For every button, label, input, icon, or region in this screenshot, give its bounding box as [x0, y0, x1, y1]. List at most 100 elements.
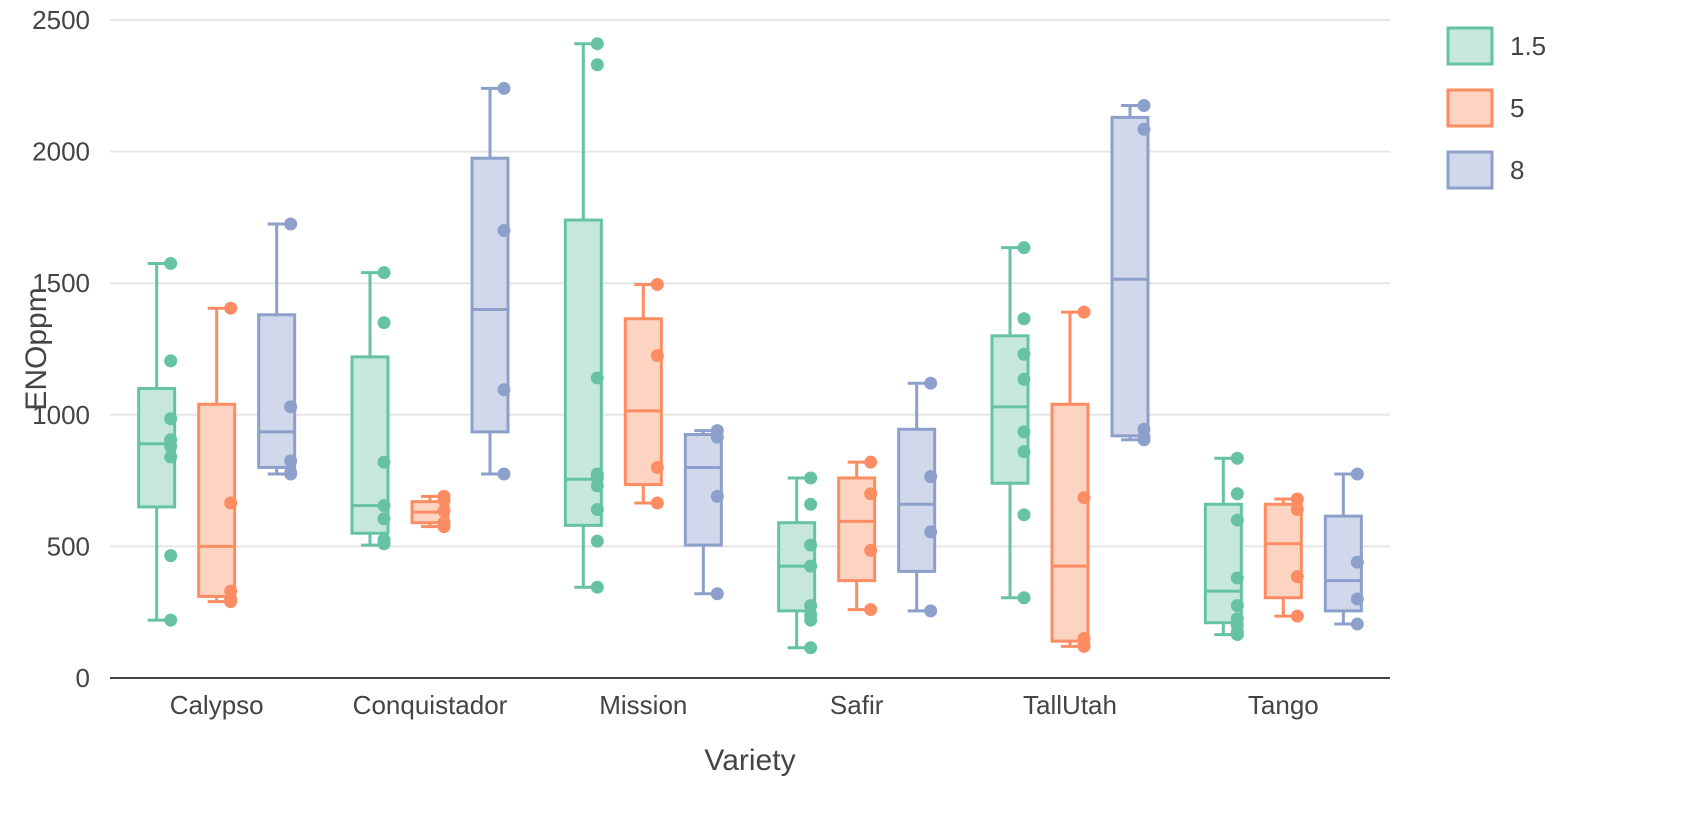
- grid-lines: [110, 19, 1390, 548]
- box-iqr: [897, 427, 937, 573]
- data-point: [1137, 433, 1151, 447]
- box-Tango-1.5: [1203, 451, 1244, 642]
- data-point: [1230, 513, 1244, 527]
- data-point: [284, 217, 298, 231]
- legend-label: 1.5: [1510, 31, 1546, 61]
- data-point: [804, 538, 818, 552]
- data-point: [1077, 639, 1091, 653]
- box-iqr: [1110, 115, 1150, 438]
- y-tick-label: 1000: [32, 400, 90, 430]
- legend-label: 8: [1510, 155, 1524, 185]
- data-point: [377, 455, 391, 469]
- data-point: [1350, 467, 1364, 481]
- data-point: [1350, 617, 1364, 631]
- data-point: [284, 467, 298, 481]
- legend[interactable]: 1.5 5 8: [1446, 26, 1546, 190]
- data-point: [804, 559, 818, 573]
- data-point: [710, 587, 724, 601]
- y-tick-label: 2000: [32, 137, 90, 167]
- data-point: [710, 489, 724, 503]
- data-point: [650, 460, 664, 474]
- box-iqr: [623, 317, 663, 487]
- box-TallUtah-5: [1050, 305, 1091, 653]
- box-Safir-8: [897, 376, 938, 618]
- data-point: [1017, 591, 1031, 605]
- box-Safir-1.5: [777, 471, 818, 655]
- data-point: [224, 301, 238, 315]
- y-axis-title: ENOppm: [20, 287, 53, 410]
- x-tick-label: Tango: [1248, 690, 1319, 720]
- data-point: [1230, 628, 1244, 642]
- x-tick-label: Conquistador: [353, 690, 508, 720]
- y-tick-label: 0: [76, 663, 90, 693]
- box-iqr: [257, 313, 297, 469]
- data-point: [590, 37, 604, 51]
- data-point: [1230, 599, 1244, 613]
- data-point: [497, 467, 511, 481]
- data-point: [864, 487, 878, 501]
- x-tick-label: Mission: [599, 690, 687, 720]
- box-Safir-5: [837, 455, 878, 617]
- x-axis-ticks: Calypso Conquistador Mission Safir TallUtah T…: [170, 690, 1319, 720]
- data-point: [590, 534, 604, 548]
- data-point: [1017, 445, 1031, 459]
- box-Calypso-8: [257, 217, 298, 481]
- legend-swatch: [1446, 150, 1494, 190]
- data-point: [1017, 508, 1031, 522]
- data-point: [1137, 122, 1151, 136]
- legend-swatch: [1446, 88, 1494, 128]
- data-point: [1230, 571, 1244, 585]
- x-axis-title: Variety: [704, 744, 795, 777]
- data-point: [1017, 425, 1031, 439]
- data-point: [590, 580, 604, 594]
- data-point: [437, 493, 451, 507]
- data-point: [164, 354, 178, 368]
- data-point: [1350, 555, 1364, 569]
- box-iqr: [1263, 502, 1303, 600]
- box-Conquistador-8: [470, 81, 511, 481]
- data-point: [1230, 487, 1244, 501]
- data-point: [864, 543, 878, 557]
- data-point: [1350, 592, 1364, 606]
- data-point: [804, 497, 818, 511]
- data-point: [804, 613, 818, 627]
- data-point: [1017, 312, 1031, 326]
- legend-item-1.5[interactable]: 1.5: [1446, 26, 1546, 66]
- data-point: [804, 599, 818, 613]
- legend-item-5[interactable]: 5: [1446, 88, 1524, 128]
- y-tick-label: 1500: [32, 268, 90, 298]
- data-point: [377, 499, 391, 513]
- x-tick-label: Calypso: [170, 690, 264, 720]
- boxes: [137, 37, 1364, 655]
- data-point: [1230, 451, 1244, 465]
- data-point: [804, 641, 818, 655]
- box-Calypso-1.5: [137, 256, 178, 627]
- box-TallUtah-1.5: [990, 241, 1031, 605]
- data-point: [924, 525, 938, 539]
- data-point: [924, 604, 938, 618]
- data-point: [497, 383, 511, 397]
- data-point: [650, 496, 664, 510]
- data-point: [710, 430, 724, 444]
- data-point: [164, 549, 178, 563]
- box-Mission-8: [683, 424, 724, 601]
- box-TallUtah-8: [1110, 99, 1151, 447]
- data-point: [437, 504, 451, 518]
- box-Mission-1.5: [563, 37, 604, 594]
- legend-swatch: [1446, 26, 1494, 66]
- data-point: [1137, 99, 1151, 113]
- data-point: [650, 349, 664, 363]
- box-iqr: [1050, 402, 1090, 643]
- data-point: [864, 455, 878, 469]
- data-point: [1017, 372, 1031, 386]
- legend-item-8[interactable]: 8: [1446, 150, 1524, 190]
- data-point: [590, 371, 604, 385]
- data-point: [497, 224, 511, 238]
- box-iqr: [683, 433, 723, 547]
- data-point: [1077, 305, 1091, 319]
- data-point: [924, 470, 938, 484]
- data-point: [377, 316, 391, 330]
- data-point: [590, 503, 604, 517]
- data-point: [284, 454, 298, 468]
